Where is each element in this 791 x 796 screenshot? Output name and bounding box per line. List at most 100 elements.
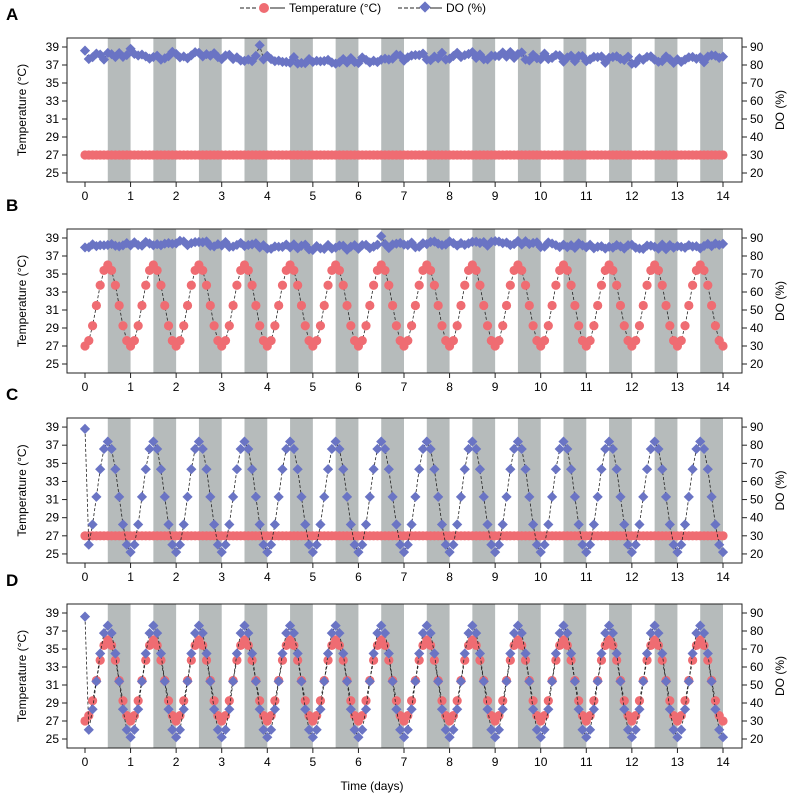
y-axis-ticks: 25 27 29 31 33 35 37 39 <box>46 606 67 746</box>
y2-tick-label: 20 <box>750 547 764 561</box>
y2-tick-label: 80 <box>750 58 764 72</box>
do-point <box>330 436 341 447</box>
temperature-point <box>156 280 166 290</box>
y-tick-label: 27 <box>46 714 60 728</box>
do-point <box>535 732 546 743</box>
do-point <box>353 547 364 558</box>
do-point <box>414 464 425 475</box>
temperature-point <box>270 696 280 706</box>
temperature-point <box>315 696 326 706</box>
do-point <box>212 724 224 735</box>
night-band <box>563 38 587 182</box>
x-tick-label: 13 <box>671 570 685 584</box>
do-point <box>478 676 489 687</box>
temperature-point <box>612 280 622 290</box>
x-tick-label: 8 <box>446 570 453 584</box>
temperature-point <box>224 321 234 331</box>
do-point <box>262 732 273 743</box>
temperature-point <box>703 280 713 290</box>
y-axis-ticks: 25 27 29 31 33 35 37 39 <box>46 420 67 561</box>
do-point <box>698 627 710 639</box>
y2-tick-label: 40 <box>750 511 764 525</box>
do-point <box>444 547 455 558</box>
x-tick-label: 10 <box>534 570 548 584</box>
do-point <box>148 436 159 447</box>
do-point <box>364 491 375 502</box>
temperature-point <box>274 300 284 311</box>
temperature-point <box>224 696 234 706</box>
temperature-point <box>642 655 652 665</box>
do-point <box>417 443 429 455</box>
temperature-point <box>566 280 576 290</box>
temperature-point <box>505 655 515 665</box>
x-tick-label: 7 <box>401 755 408 769</box>
do-point <box>338 648 349 659</box>
y2-tick-label: 90 <box>750 420 764 434</box>
do-point <box>535 547 546 558</box>
temperature-point <box>562 640 572 651</box>
do-point <box>182 676 193 687</box>
y2-tick-label: 50 <box>750 493 764 507</box>
do-point <box>486 539 497 550</box>
y-tick-label: 37 <box>46 58 60 72</box>
do-point <box>603 620 615 631</box>
do-point <box>584 539 596 550</box>
do-point <box>463 627 474 639</box>
night-band <box>426 38 450 182</box>
do-point <box>125 732 136 743</box>
do-point <box>596 464 607 475</box>
temperature-point <box>232 655 242 665</box>
do-point <box>193 436 205 447</box>
y-tick-label: 31 <box>46 678 60 692</box>
do-point <box>490 547 501 558</box>
temperature-point <box>429 280 439 290</box>
do-point <box>645 627 656 639</box>
temperature-point <box>608 640 618 651</box>
do-point <box>611 648 622 659</box>
temperature-point <box>406 696 417 706</box>
do-point <box>292 464 303 475</box>
temperature-point <box>653 265 664 276</box>
x-tick-label: 0 <box>82 570 89 584</box>
do-point <box>341 491 353 502</box>
y2-tick-label: 20 <box>750 166 764 180</box>
temperature-point <box>289 640 299 651</box>
do-point <box>660 491 672 502</box>
temperature-point <box>657 280 667 290</box>
temperature-point <box>247 280 257 290</box>
x-tick-label: 4 <box>264 380 271 394</box>
y2-axis-label: DO (%) <box>773 471 787 511</box>
do-point <box>197 627 208 639</box>
do-point <box>676 724 687 735</box>
do-point <box>326 443 337 455</box>
temperature-point <box>475 280 485 290</box>
x-tick-label: 12 <box>625 380 639 394</box>
temperature-point <box>718 531 728 541</box>
do-point <box>425 627 436 639</box>
x-tick-label: 11 <box>580 189 593 203</box>
temperature-point <box>437 321 447 331</box>
do-point <box>417 627 429 639</box>
do-point <box>106 443 117 455</box>
do-point <box>334 443 345 455</box>
legend-do: DO (%) <box>446 1 486 15</box>
x-axis-ticks: 0 1 2 3 4 5 6 7 8 9 10 11 12 13 14 <box>82 182 730 203</box>
do-point <box>262 547 273 558</box>
do-point <box>114 676 125 687</box>
x-tick-label: 6 <box>355 570 362 584</box>
temperature-point <box>201 280 212 290</box>
night-shading <box>107 38 723 182</box>
x-tick-label: 4 <box>264 189 271 203</box>
y-tick-label: 33 <box>46 660 60 674</box>
x-tick-label: 5 <box>310 570 317 584</box>
do-point <box>592 676 603 687</box>
panel-letter: C <box>6 385 18 404</box>
do-point <box>645 443 656 455</box>
do-point <box>334 627 345 639</box>
y-axis-label: Temperature (°C) <box>15 64 29 156</box>
y2-axis-label: DO (%) <box>773 281 787 321</box>
do-point <box>330 620 341 631</box>
temperature-point <box>175 335 185 346</box>
x-tick-label: 6 <box>355 189 362 203</box>
temperature-point <box>391 321 402 331</box>
